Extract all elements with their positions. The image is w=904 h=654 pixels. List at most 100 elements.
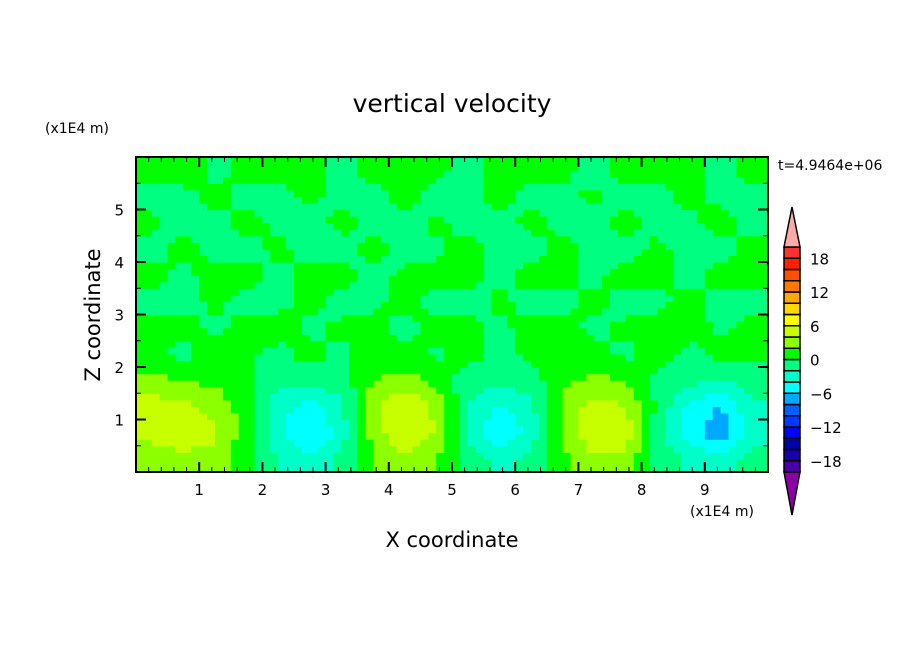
contour-cell (483, 222, 493, 230)
contour-cell (215, 255, 224, 263)
contour-cell (594, 262, 603, 270)
contour-cell (175, 334, 184, 342)
contour-cell (238, 426, 248, 434)
contour-cell (222, 452, 232, 460)
contour-cell (254, 202, 263, 211)
contour-cell (578, 170, 587, 178)
contour-cell (452, 235, 461, 243)
contour-cell (649, 412, 658, 421)
contour-cell (523, 399, 532, 407)
contour-cell (199, 301, 208, 309)
contour-cell (538, 458, 548, 467)
contour-cell (199, 458, 208, 467)
contour-cell (428, 242, 437, 250)
contour-cell (483, 262, 493, 270)
contour-cell (736, 432, 745, 440)
contour-cell (183, 222, 192, 230)
contour-cell (633, 163, 643, 171)
contour-cell (191, 157, 200, 165)
contour-cell (681, 380, 690, 388)
contour-cell (373, 176, 382, 184)
contour-cell (657, 445, 666, 453)
contour-cell (617, 445, 627, 453)
contour-cell (159, 465, 169, 473)
contour-cell (207, 294, 216, 302)
contour-cell (230, 334, 240, 342)
colorbar-box (783, 257, 801, 271)
contour-cell (380, 202, 390, 211)
contour-cell (562, 321, 572, 329)
contour-cell (388, 399, 398, 407)
contour-cell (238, 202, 248, 211)
contour-cell (151, 327, 161, 335)
contour-cell (159, 163, 169, 171)
contour-cell (396, 380, 406, 388)
contour-cell (531, 209, 540, 217)
contour-cell (215, 353, 224, 362)
contour-cell (207, 196, 216, 204)
contour-cell (696, 393, 706, 401)
contour-cell (317, 426, 327, 434)
contour-cell (365, 340, 374, 348)
contour-cell (578, 465, 587, 473)
contour-cell (333, 189, 342, 197)
contour-cell (586, 458, 595, 467)
contour-cell (704, 281, 714, 289)
contour-cell (420, 452, 429, 460)
contour-cell (531, 439, 540, 447)
contour-cell (136, 439, 145, 447)
contour-cell (404, 288, 414, 296)
contour-cell (704, 176, 714, 184)
contour-cell (570, 432, 579, 440)
contour-cell (649, 163, 658, 171)
contour-cell (736, 353, 745, 362)
contour-cell (151, 301, 161, 309)
contour-cell (617, 373, 627, 381)
contour-cell (570, 235, 579, 243)
contour-cell (215, 367, 224, 375)
contour-cell (657, 399, 666, 407)
contour-cell (665, 380, 674, 388)
contour-cell (483, 439, 493, 447)
contour-cell (207, 380, 216, 388)
contour-cell (262, 458, 271, 467)
contour-cell (491, 406, 500, 414)
contour-cell (625, 314, 635, 322)
contour-cell (420, 419, 429, 427)
contour-cell (175, 307, 184, 316)
contour-cell (538, 262, 548, 270)
contour-cell (222, 216, 232, 224)
contour-cell (625, 360, 635, 368)
contour-cell (254, 196, 263, 204)
contour-cell (262, 412, 271, 421)
contour-cell (704, 163, 714, 171)
contour-cell (388, 202, 398, 211)
contour-cell (246, 340, 256, 348)
contour-cell (388, 163, 398, 171)
contour-cell (610, 202, 619, 211)
contour-cell (230, 399, 240, 407)
contour-cell (294, 373, 303, 381)
contour-cell (665, 445, 674, 453)
contour-cell (625, 340, 635, 348)
contour-cell (207, 347, 216, 355)
contour-cell (610, 373, 619, 381)
contour-cell (720, 360, 730, 368)
contour-cell (254, 235, 263, 243)
contour-cell (633, 229, 643, 237)
contour-cell (617, 367, 627, 375)
contour-cell (349, 393, 358, 401)
contour-cell (625, 157, 635, 165)
contour-cell (736, 281, 745, 289)
contour-cell (586, 301, 595, 309)
contour-cell (459, 353, 469, 362)
contour-cell (412, 268, 421, 276)
contour-cell (388, 268, 398, 276)
contour-cell (499, 314, 508, 322)
contour-cell (452, 419, 461, 427)
contour-cell (570, 327, 579, 335)
contour-cell (444, 399, 453, 407)
contour-cell (538, 439, 548, 447)
contour-cell (562, 373, 572, 381)
contour-cell (380, 163, 390, 171)
